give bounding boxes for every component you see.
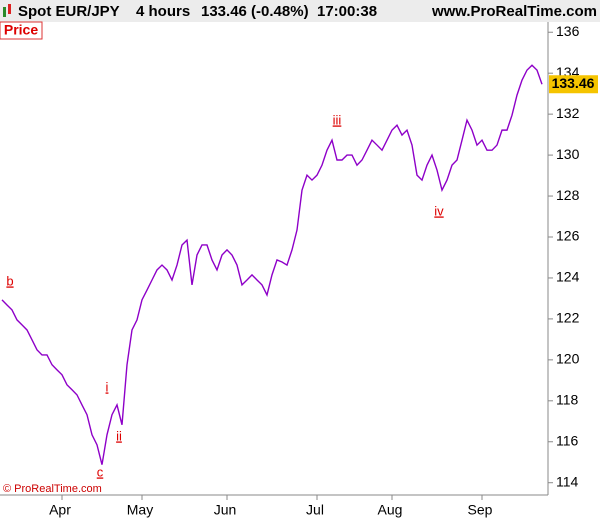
wave-label: b bbox=[6, 273, 13, 288]
y-tick-label: 132 bbox=[556, 105, 580, 121]
x-tick-label: May bbox=[127, 502, 153, 518]
header-bar bbox=[0, 0, 600, 22]
price-line bbox=[1, 64, 543, 465]
x-tick-label: Jun bbox=[214, 502, 237, 518]
y-tick-label: 120 bbox=[556, 351, 580, 367]
y-tick-label: 118 bbox=[556, 392, 579, 408]
x-tick-label: Jul bbox=[306, 502, 324, 518]
y-tick-label: 114 bbox=[556, 473, 579, 489]
x-tick-label: Apr bbox=[49, 502, 71, 518]
y-tick-label: 126 bbox=[556, 228, 580, 244]
symbol: Spot EUR/JPY bbox=[18, 3, 120, 20]
price-tag bbox=[0, 21, 43, 40]
footer: © ProRealTime.com bbox=[3, 483, 102, 495]
period: 4 hours bbox=[136, 3, 190, 20]
y-tick-label: 136 bbox=[556, 23, 580, 39]
y-tick-label: 122 bbox=[556, 310, 580, 326]
wave-label: c bbox=[97, 464, 104, 479]
x-tick-label: Sep bbox=[468, 502, 493, 518]
time: 17:00:38 bbox=[317, 3, 377, 20]
y-tick-label: 124 bbox=[556, 269, 580, 285]
wave-label: iii bbox=[333, 112, 342, 127]
site: www.ProRealTime.com bbox=[431, 3, 597, 20]
x-tick-label: Aug bbox=[378, 502, 403, 518]
wave-label: ii bbox=[116, 428, 122, 443]
y-tick-label: 116 bbox=[556, 432, 579, 448]
chart-icon bbox=[3, 4, 11, 17]
y-tick-label: 128 bbox=[556, 187, 580, 203]
y-tick-label: 130 bbox=[556, 146, 580, 162]
last-price-label: 133.46 bbox=[552, 75, 595, 91]
quote: 133.46 (-0.48%) bbox=[201, 3, 309, 20]
wave-label: i bbox=[106, 379, 109, 394]
price-label: Price bbox=[4, 22, 38, 38]
wave-label: iv bbox=[434, 203, 444, 218]
last-price-box bbox=[549, 75, 598, 94]
